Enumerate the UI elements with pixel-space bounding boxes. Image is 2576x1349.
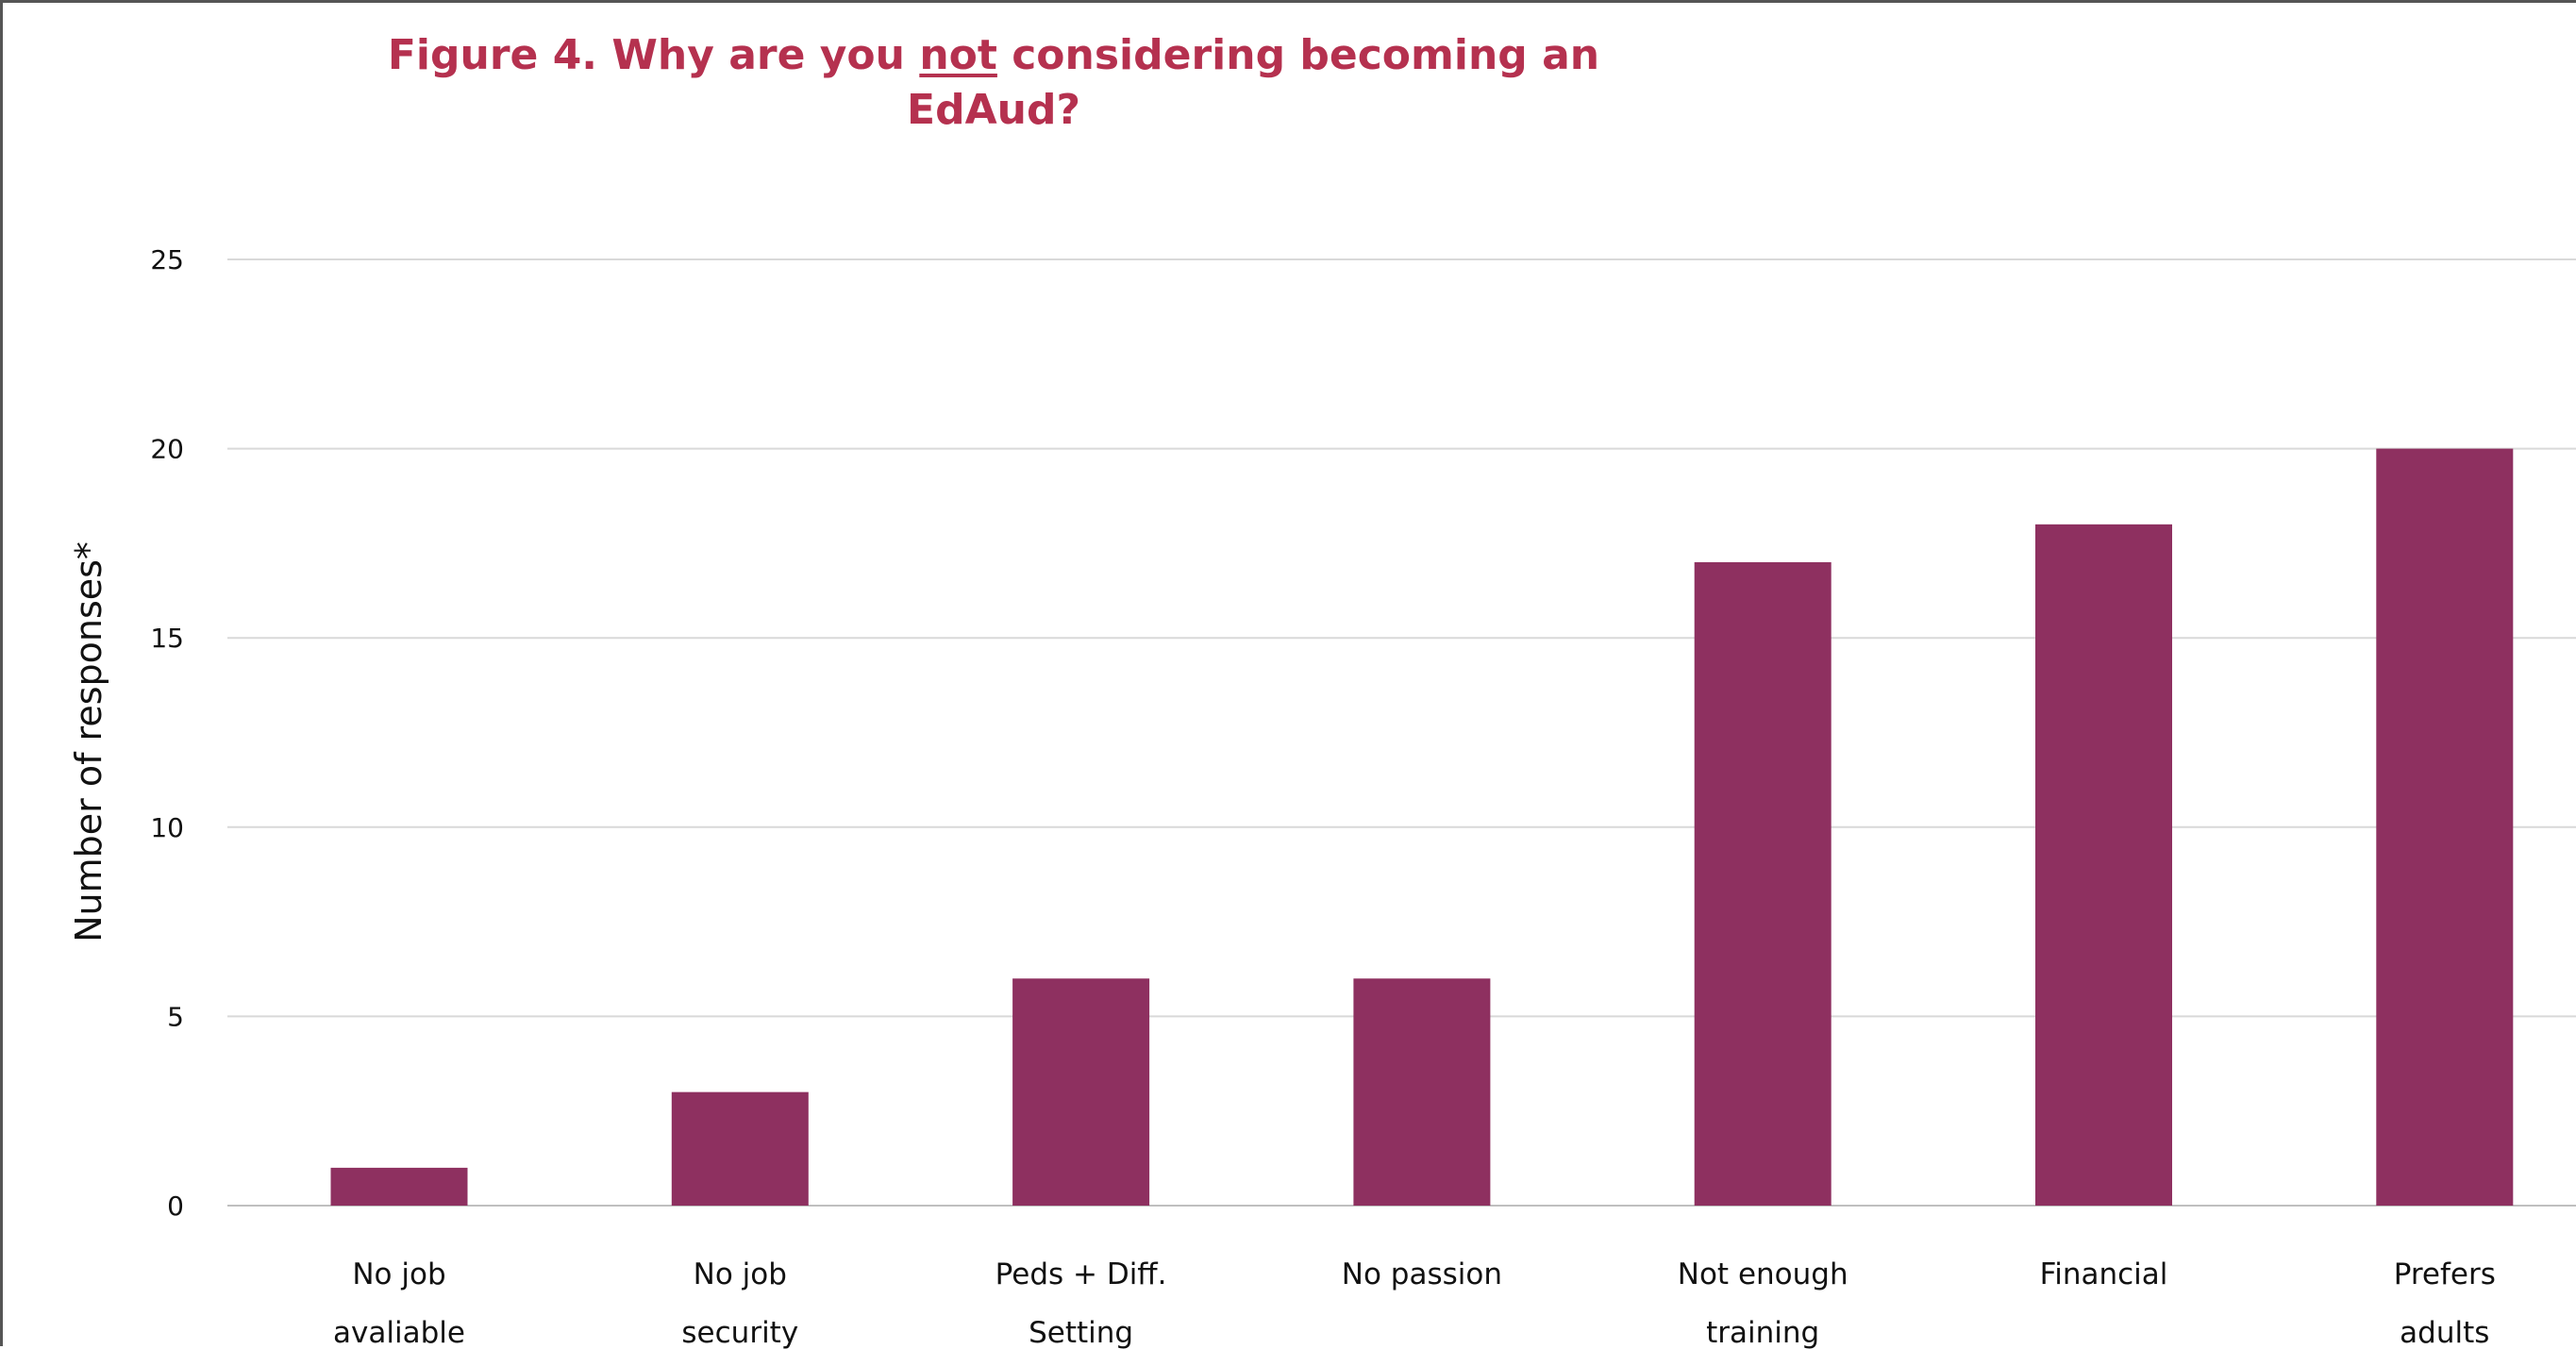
x-category-label: Not enough bbox=[1678, 1257, 1848, 1291]
bar bbox=[1353, 978, 1491, 1206]
x-category-label: No passion bbox=[1342, 1257, 1502, 1291]
bar bbox=[671, 1091, 809, 1206]
x-category-label: Financial bbox=[2040, 1257, 2168, 1291]
y-tick-label: 0 bbox=[167, 1191, 184, 1222]
x-category-label-line2: training bbox=[1706, 1316, 1819, 1349]
bar bbox=[330, 1167, 468, 1206]
title-emphasis: not bbox=[919, 31, 997, 79]
y-tick-label: 15 bbox=[150, 623, 184, 654]
bar-chart: 0 5 10 15 20 25 No job avaliable No job security… bbox=[68, 244, 2576, 1349]
title-part-2: considering becoming an bbox=[996, 31, 1600, 79]
bar bbox=[2035, 524, 2172, 1206]
y-tick-label: 10 bbox=[150, 812, 184, 843]
bars bbox=[330, 448, 2514, 1207]
x-category-label: Peds + Diff. bbox=[995, 1257, 1167, 1291]
chart-title: Figure 4. Why are you not considering be… bbox=[286, 25, 1701, 86]
x-category-label-line2: avaliable bbox=[333, 1316, 465, 1349]
y-tick-label: 20 bbox=[150, 434, 184, 465]
x-axis-labels: No job avaliable No job security Peds + Diff… bbox=[333, 1257, 2496, 1349]
bar bbox=[1012, 978, 1150, 1206]
x-category-label-line2: adults bbox=[2400, 1316, 2489, 1349]
y-tick-label: 25 bbox=[150, 244, 184, 275]
bar bbox=[2376, 448, 2514, 1207]
y-axis-ticks: 0 5 10 15 20 25 bbox=[150, 244, 184, 1222]
title-part-1: Figure 4. Why are you bbox=[387, 31, 920, 79]
chart-title-line2: EdAud? bbox=[907, 86, 1080, 134]
bar bbox=[1694, 561, 1832, 1206]
x-category-label: No job bbox=[694, 1257, 787, 1291]
x-category-label: No job bbox=[352, 1257, 445, 1291]
x-category-label: Prefers bbox=[2394, 1257, 2496, 1291]
x-category-label-line2: Setting bbox=[1029, 1316, 1133, 1349]
y-tick-label: 5 bbox=[167, 1001, 184, 1032]
x-category-label-line2: security bbox=[681, 1316, 798, 1349]
y-axis-title: Number of responses* bbox=[68, 541, 109, 942]
